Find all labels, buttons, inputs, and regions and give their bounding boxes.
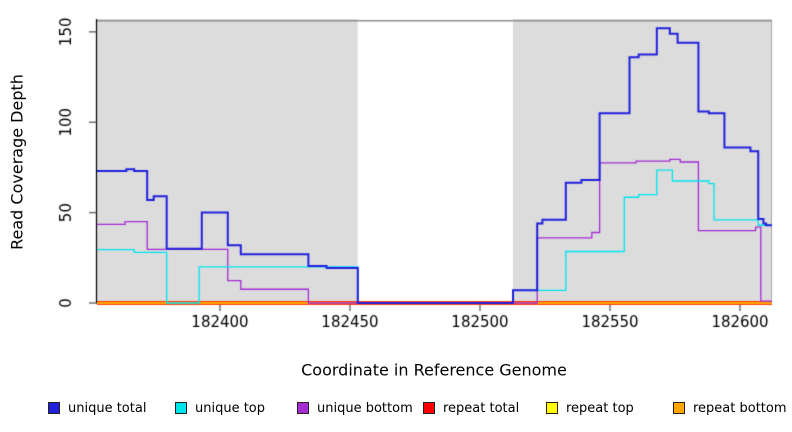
legend-item-unique-top: unique top (175, 398, 265, 418)
legend-label-repeat-total: repeat total (443, 400, 520, 416)
legend-item-repeat-bottom: repeat bottom (673, 398, 787, 418)
y-axis-title: Read Coverage Depth (7, 74, 27, 250)
legend-label-unique-total: unique total (68, 400, 147, 416)
legend-item-unique-bottom: unique bottom (297, 398, 413, 418)
x-axis-title: Coordinate in Reference Genome (301, 360, 567, 380)
legend-swatch-unique-top (175, 402, 187, 414)
legend-label-unique-bottom: unique bottom (317, 400, 413, 416)
legend-item-repeat-total: repeat total (423, 398, 519, 418)
legend-swatch-unique-bottom (297, 402, 309, 414)
legend-swatch-unique-total (48, 402, 60, 414)
legend-label-repeat-top: repeat top (566, 400, 634, 416)
legend-label-repeat-bottom: repeat bottom (693, 400, 787, 416)
legend-label-unique-top: unique top (195, 400, 266, 416)
legend-swatch-repeat-total (423, 402, 435, 414)
legend-item-repeat-top: repeat top (546, 398, 634, 418)
legend-swatch-repeat-top (546, 402, 558, 414)
legend-swatch-repeat-bottom (673, 402, 685, 414)
legend-item-unique-total: unique total (48, 398, 146, 418)
chart-legend: unique total unique top unique bottom repea… (0, 398, 792, 422)
